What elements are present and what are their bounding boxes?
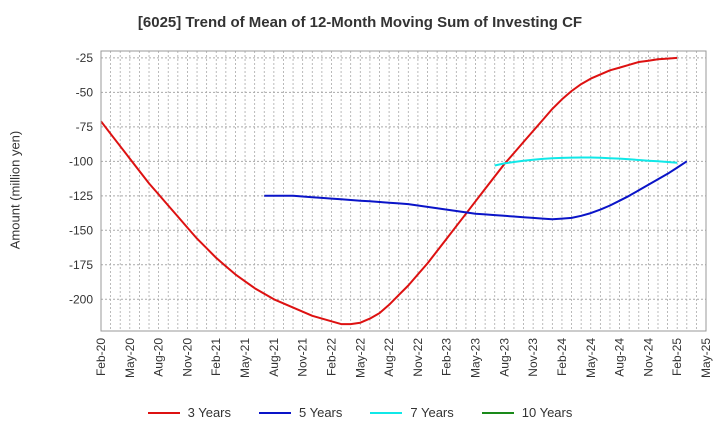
chart-title: [6025] Trend of Mean of 12-Month Moving … — [137, 14, 583, 31]
x-tick-label: Aug-24 — [613, 338, 627, 377]
x-tick-label: Nov-23 — [526, 338, 540, 377]
x-tick-label: Feb-25 — [670, 338, 684, 376]
x-tick-label: Nov-24 — [641, 338, 655, 377]
legend-swatch — [147, 411, 180, 414]
x-tick-label: Feb-22 — [324, 338, 338, 376]
x-tick-label: Feb-23 — [440, 338, 454, 376]
x-tick-label: May-21 — [238, 338, 252, 378]
x-tick-label: Aug-23 — [497, 338, 511, 377]
y-tick-label: -200 — [69, 292, 93, 306]
plot-frame — [100, 50, 707, 332]
y-tick-label: -75 — [76, 120, 94, 134]
y-tick-label: -175 — [69, 258, 93, 272]
legend-item: 7 Years — [370, 405, 454, 420]
y-tick-label: -25 — [76, 51, 94, 65]
x-tick-label: Nov-21 — [296, 338, 310, 377]
series-line-3-years — [100, 56, 678, 326]
legend-swatch — [481, 411, 514, 414]
legend-item: 5 Years — [259, 405, 342, 420]
x-tick-label: Aug-22 — [382, 338, 396, 377]
x-tick-label: May-20 — [123, 338, 137, 378]
legend-swatch — [370, 411, 403, 414]
legend-label: 10 Years — [521, 405, 573, 420]
series-line-7-years — [494, 156, 678, 167]
x-tick-label: Aug-20 — [152, 338, 166, 377]
legend: 3 Years 5 Years 7 Years 10 Years — [0, 405, 720, 420]
x-tick-label: Nov-22 — [411, 338, 425, 377]
x-tick-label: May-25 — [699, 338, 713, 378]
legend-item: 10 Years — [481, 405, 573, 420]
x-tick-label: Feb-21 — [209, 338, 223, 376]
legend-label: 7 Years — [410, 405, 454, 420]
y-tick-label: -50 — [76, 85, 94, 99]
x-axis-ticks: Feb-20 May-20 Aug-20 Nov-20 Feb-21 May-21 Aug-… — [94, 338, 713, 378]
x-tick-label: Nov-20 — [180, 338, 194, 377]
x-tick-label: Feb-20 — [94, 338, 108, 376]
legend-swatch — [259, 411, 291, 414]
x-tick-label: May-23 — [469, 338, 483, 378]
y-tick-label: -125 — [69, 189, 93, 203]
legend-item: 3 Years — [147, 405, 231, 420]
x-tick-label: May-24 — [584, 338, 598, 378]
x-tick-label: May-22 — [353, 338, 367, 378]
x-tick-label: Aug-21 — [267, 338, 281, 377]
series-lines — [100, 56, 688, 326]
y-axis-ticks: -25 -50 -75 -100 -125 -150 -175 -200 — [69, 51, 93, 306]
y-tick-label: -100 — [69, 154, 93, 168]
y-tick-label: -150 — [69, 223, 93, 237]
series-line-5-years — [264, 160, 688, 221]
legend-label: 5 Years — [299, 405, 343, 420]
x-tick-label: Feb-24 — [555, 338, 569, 376]
grid-lines — [100, 51, 707, 331]
legend-label: 3 Years — [187, 405, 231, 420]
